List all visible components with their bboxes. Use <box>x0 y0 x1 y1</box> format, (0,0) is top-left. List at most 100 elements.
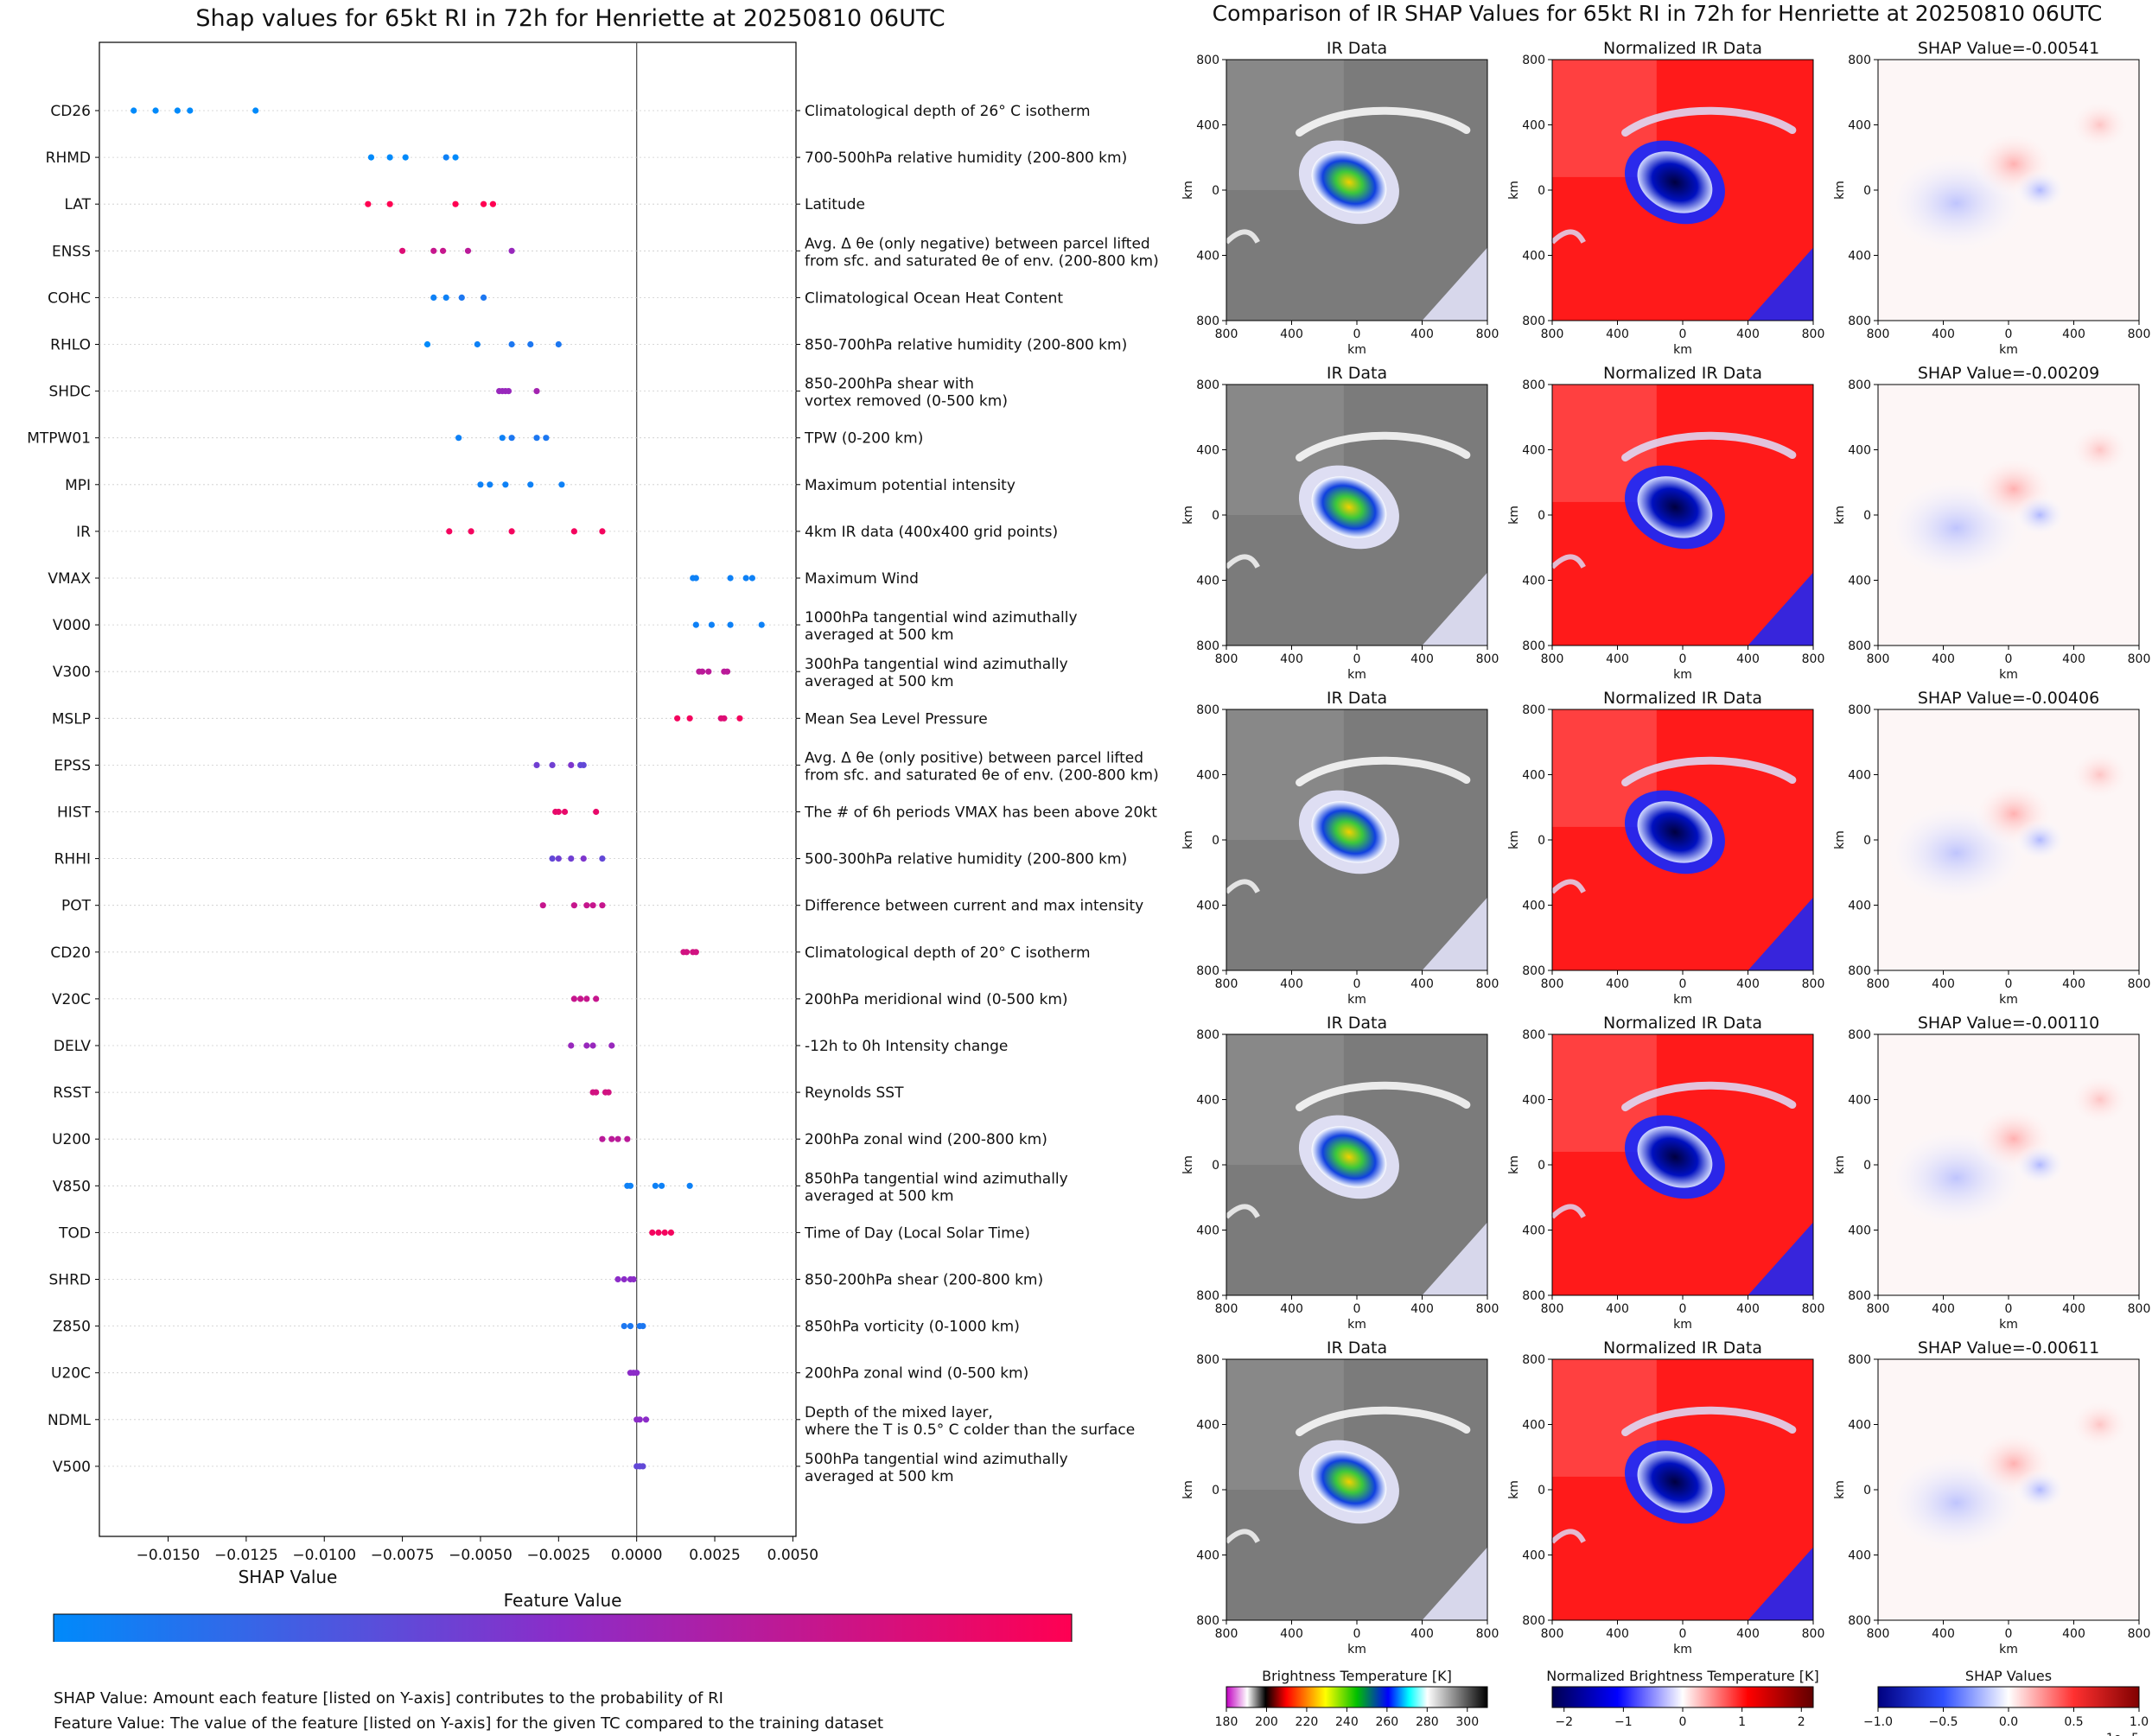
feature-label-ir: IR <box>76 524 91 541</box>
y-tick-label: 800 <box>1196 1614 1219 1628</box>
y-tick-label: 0 <box>1538 184 1545 198</box>
data-point-tod <box>667 1229 675 1236</box>
x-axis-label: km <box>1673 1318 1692 1332</box>
normalized-ir-title: Normalized IR Data <box>1603 39 1762 58</box>
data-point-hist <box>555 808 562 816</box>
shap-negative-core <box>2014 493 2066 537</box>
x-tick-label: 800 <box>1476 327 1499 341</box>
feature-description: averaged at 500 km <box>805 673 954 690</box>
data-point-lat <box>386 200 393 207</box>
y-tick-label: 400 <box>1196 1419 1219 1433</box>
y-axis-label: km <box>1181 1155 1195 1174</box>
corner-clouds <box>1422 897 1487 970</box>
x-tick-label: −0.0100 <box>292 1547 356 1564</box>
y-tick-label: 800 <box>1196 1028 1219 1042</box>
y-tick-label: 0 <box>1863 1159 1871 1173</box>
y-axis-label: km <box>1181 181 1195 200</box>
x-tick-label: 400 <box>2062 652 2085 666</box>
corner-clouds <box>1748 897 1813 970</box>
y-axis-label: km <box>1833 1155 1847 1174</box>
y-tick-label: 800 <box>1196 639 1219 653</box>
x-tick-label: 800 <box>1215 652 1238 666</box>
x-tick-label: 400 <box>2062 977 2085 991</box>
data-point-mtpw01 <box>455 435 462 442</box>
y-tick-label: 800 <box>1522 639 1545 653</box>
right-chart-title: Comparison of IR SHAP Values for 65kt RI… <box>1212 1 2103 26</box>
x-tick-label: 800 <box>1476 977 1499 991</box>
feature-label-cd20: CD20 <box>50 944 91 962</box>
data-point-cd26 <box>252 107 259 114</box>
y-tick-label: 800 <box>1848 315 1871 328</box>
spiral-band <box>1621 1406 1797 1437</box>
colorbar-label: Brightness Temperature [K] <box>1262 1668 1452 1684</box>
feature-description: Time of Day (Local Solar Time) <box>804 1224 1030 1242</box>
x-tick-label: 800 <box>2128 652 2151 666</box>
data-point-v850 <box>686 1182 693 1189</box>
y-tick-label: 0 <box>1538 834 1545 848</box>
feature-description: 300hPa tangential wind azimuthally <box>805 656 1068 673</box>
x-tick-label: 800 <box>1867 977 1890 991</box>
x-tick-label: 400 <box>1932 1627 1955 1641</box>
data-point-rhhi <box>568 855 575 862</box>
y-tick-label: 0 <box>1863 834 1871 848</box>
x-axis-label: km <box>1673 1643 1692 1657</box>
data-point-vmax <box>692 575 699 582</box>
feature-label-enss: ENSS <box>52 243 91 260</box>
y-tick-label: 800 <box>1848 639 1871 653</box>
x-tick-label: 400 <box>1280 652 1303 666</box>
data-point-v20c <box>593 995 600 1002</box>
data-point-cohc <box>458 294 465 301</box>
edge-clouds <box>1550 1529 1586 1544</box>
shap-positive-arm <box>2068 1398 2131 1451</box>
storm-core <box>1311 476 1387 538</box>
data-point-cd26 <box>174 107 181 114</box>
data-point-lat <box>480 200 487 207</box>
data-point-delv <box>568 1042 575 1049</box>
y-axis-label: km <box>1507 506 1521 525</box>
y-tick-label: 0 <box>1863 184 1871 198</box>
spiral-band <box>1296 756 1471 787</box>
ir-data-title: IR Data <box>1327 364 1387 383</box>
data-point-rhlo <box>474 340 481 348</box>
y-tick-label: 400 <box>1848 1094 1871 1108</box>
feature-description: vortex removed (0-500 km) <box>805 393 1008 410</box>
feature-label-pot: POT <box>61 898 92 915</box>
x-axis-label: km <box>1999 1643 2018 1657</box>
data-point-ir <box>446 528 453 535</box>
x-tick-label: 400 <box>1736 977 1760 991</box>
feature-label-rsst: RSST <box>53 1084 91 1102</box>
y-tick-label: 400 <box>1196 769 1219 783</box>
feature-description: averaged at 500 km <box>805 1468 954 1485</box>
data-point-mpi <box>527 481 534 488</box>
data-point-rsst <box>605 1089 612 1096</box>
feature-label-hist: HIST <box>57 804 92 822</box>
y-tick-label: 0 <box>1538 1484 1545 1498</box>
x-tick-label: 0 <box>2005 977 2013 991</box>
y-tick-label: 0 <box>1538 509 1545 523</box>
colorbar-label: SHAP Values <box>1965 1668 2052 1684</box>
data-point-mslp <box>721 715 728 722</box>
x-axis-label: km <box>1673 668 1692 682</box>
feature-description: 850-200hPa shear with <box>805 376 974 393</box>
x-tick-label: 400 <box>1280 1627 1303 1641</box>
y-axis-label: km <box>1833 506 1847 525</box>
y-tick-label: 800 <box>1522 315 1545 328</box>
corner-clouds <box>1422 1222 1487 1295</box>
x-tick-label: 400 <box>1932 652 1955 666</box>
y-tick-label: 400 <box>1522 900 1545 913</box>
spiral-band <box>1621 106 1797 137</box>
data-point-enss <box>430 247 437 254</box>
y-tick-label: 400 <box>1848 1419 1871 1433</box>
data-point-cohc <box>430 294 437 301</box>
x-axis-label: km <box>1347 343 1366 357</box>
feature-label-lat: LAT <box>64 196 91 213</box>
feature-label-rhmd: RHMD <box>46 149 91 167</box>
feature-label-v300: V300 <box>53 664 91 681</box>
data-point-tod <box>661 1229 668 1236</box>
spiral-band <box>1621 756 1797 787</box>
normalized-ir-title: Normalized IR Data <box>1603 364 1762 383</box>
data-point-vmax <box>727 575 734 582</box>
feature-label-u20c: U20C <box>51 1365 91 1383</box>
x-axis-label: km <box>1999 1318 2018 1332</box>
plot-frame <box>99 41 797 1537</box>
